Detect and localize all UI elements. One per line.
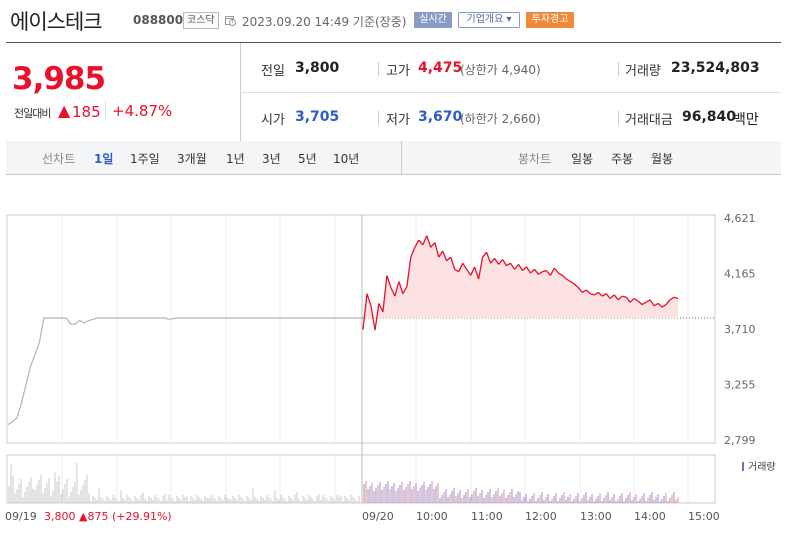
high-label: 고가 [386,64,410,79]
stock-code: 088800 [133,13,184,27]
divider [240,92,781,93]
low-label: 저가 [386,113,410,128]
period-10y[interactable]: 10년 [333,152,360,166]
volume-value: 23,524,803 [671,60,760,76]
volume-legend-swatch [742,462,744,471]
candle-weekly[interactable]: 주봉 [611,152,634,166]
change-label: 전일대비 [14,107,51,120]
prev-close-label: 전일 [261,64,285,79]
x-tick-label: 09/20 [362,510,394,523]
calendar-clock-icon [225,16,236,26]
upper-limit: (상한가 4,940) [460,63,541,77]
price-chart[interactable]: 4,621 4,165 3,710 3,255 2,799 거래량 09/19 09/20 10… [0,185,787,540]
x-tick-label: 12:00 [525,510,557,523]
plot-frame [6,214,716,444]
period-5y[interactable]: 5년 [298,152,317,166]
divider [618,111,619,125]
up-arrow-icon: ▲ [58,101,71,120]
stock-header: 에이스테크 088800 코스닥 2023.09.20 14:49 기준(장중)… [0,0,787,40]
divider [378,111,379,125]
trade-amount-value: 96,840 [682,109,737,125]
period-1w[interactable]: 1주일 [130,152,160,166]
prev-close-value: 3,800 [295,60,340,76]
x-tick-label: 15:00 [688,510,720,523]
change-value: 185 [72,103,101,121]
y-tick-label: 2,799 [724,434,756,447]
period-1y[interactable]: 1년 [226,152,245,166]
change-percent: +4.87% [112,102,173,120]
volume-frame [6,454,716,504]
divider [618,62,619,76]
candle-monthly[interactable]: 월봉 [651,152,674,166]
investment-warning-badge[interactable]: 투자경고 [526,12,574,28]
candle-chart-label: 봉차트 [518,152,552,166]
high-value: 4,475 [418,60,463,76]
y-tick-label: 4,165 [724,268,756,281]
open-value: 3,705 [295,109,340,125]
period-1d[interactable]: 1일 [94,152,114,166]
price-summary: 3,985 전일대비 ▲ 185 +4.87% 전일 3,800 고가 4,47… [6,42,781,143]
x-tick-label: 13:00 [580,510,612,523]
market-badge: 코스닥 [183,12,219,29]
company-overview-dropdown[interactable]: 기업개요 ▾ [458,12,520,28]
y-tick-label: 4,621 [724,212,756,225]
candle-daily[interactable]: 일봉 [571,152,594,166]
y-tick-label: 3,710 [724,323,756,336]
period-3m[interactable]: 3개월 [177,152,207,166]
volume-legend: 거래량 [748,461,776,473]
open-label: 시가 [261,113,285,128]
x-tick-label: 14:00 [634,510,666,523]
series-line-today [362,235,679,331]
trade-amount-unit: 백만 [733,112,759,128]
current-price: 3,985 [12,61,106,97]
period-3y[interactable]: 3년 [262,152,281,166]
x-tick-label: 09/19 [5,510,37,523]
current-price-box: 3,985 전일대비 ▲ 185 +4.87% [6,43,241,142]
x-tick-label: 11:00 [471,510,503,523]
y-tick-label: 3,255 [724,378,756,391]
series-line-prev-day [7,317,362,426]
line-chart-label: 선차트 [42,152,76,166]
chart-period-bar: 선차트 1일 1주일 3개월 1년 3년 5년 10년 봉차트 일봉 주봉 월봉 [6,141,781,175]
divider [401,141,402,174]
divider [105,101,106,119]
prev-day-change-note: 3,800 ▲875 (+29.91%) [44,510,172,523]
quote-timestamp: 2023.09.20 14:49 기준(장중) [242,15,407,29]
stock-name: 에이스테크 [10,10,103,34]
lower-limit: (하한가 2,660) [460,112,541,126]
divider [378,62,379,76]
volume-label: 거래량 [625,64,661,79]
series-area-today [363,235,678,318]
low-value: 3,670 [418,109,463,125]
trade-amount-label: 거래대금 [625,113,673,128]
realtime-button[interactable]: 실시간 [414,12,452,28]
x-tick-label: 10:00 [416,510,448,523]
